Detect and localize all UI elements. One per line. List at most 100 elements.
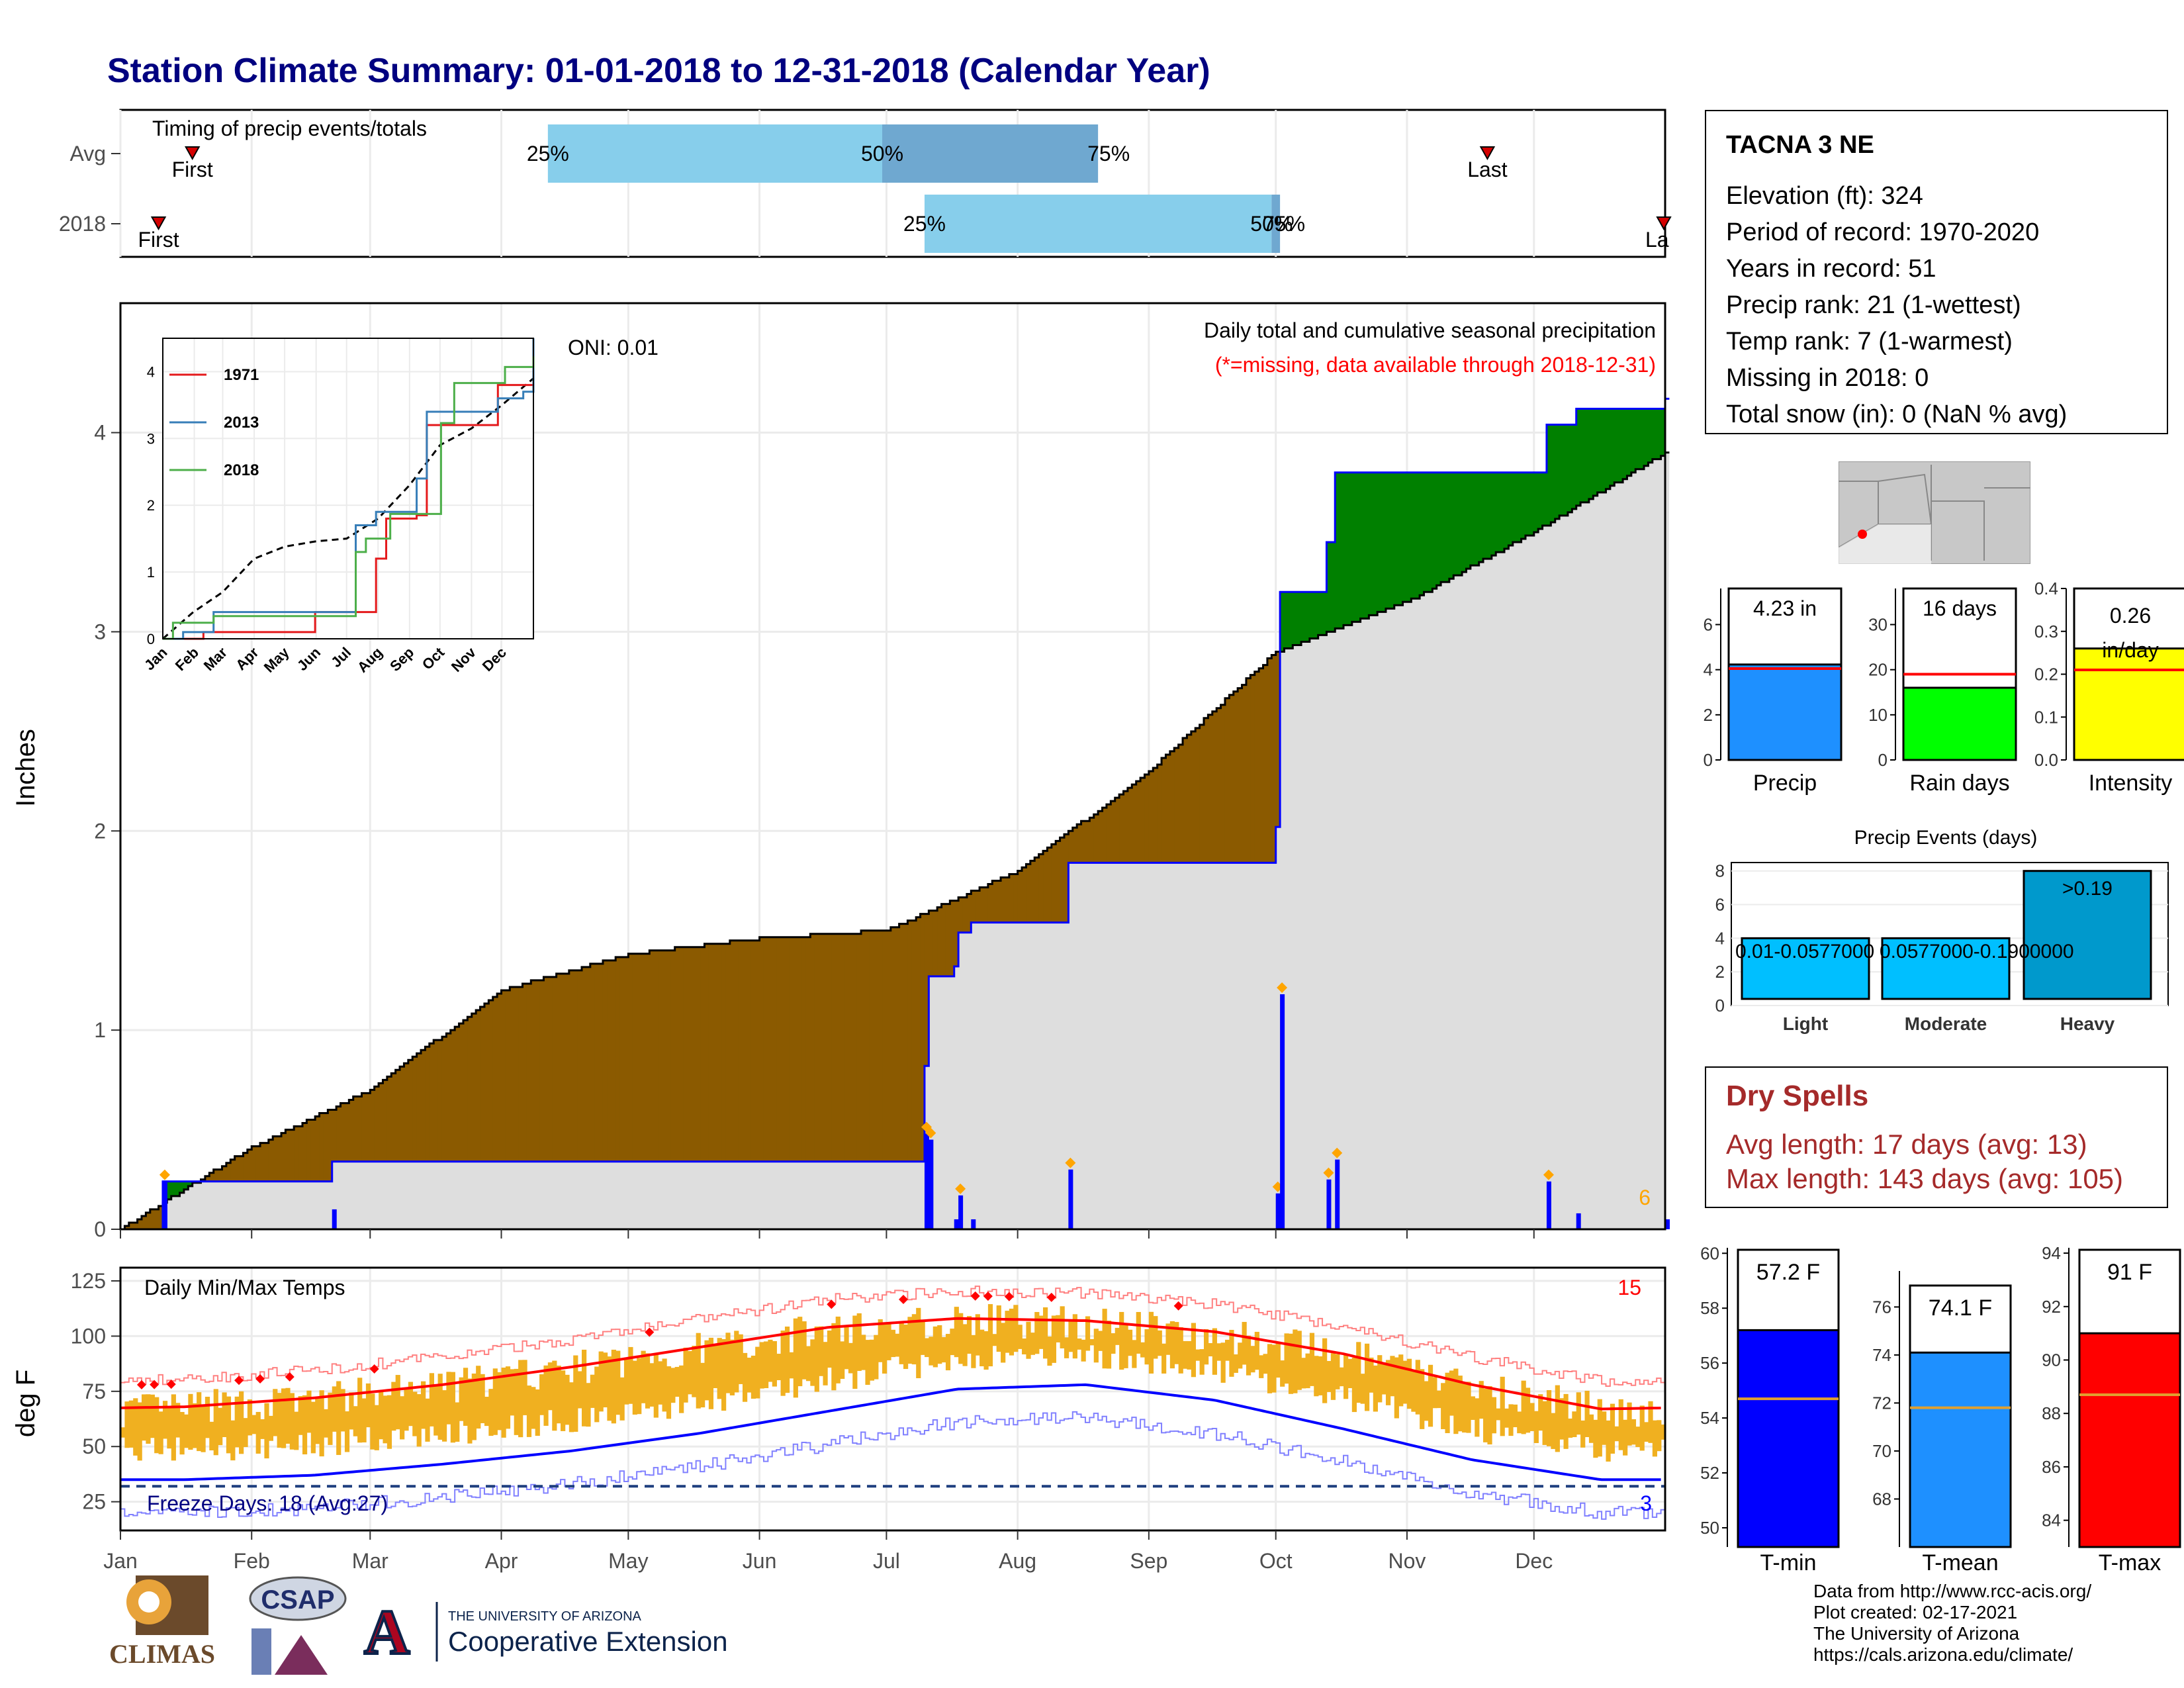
precip-surplus-area xyxy=(1610,408,1615,486)
precip-deficit-area xyxy=(645,953,650,1162)
credit-plot-date: Plot created: 02-17-2021 xyxy=(1813,1602,2018,1622)
daily-temp-bar xyxy=(1508,1404,1514,1436)
temp-bar-t-min xyxy=(1737,1329,1840,1548)
temp-summary-ytick-label: 70 xyxy=(1872,1441,1891,1461)
daily-temp-bar xyxy=(653,1353,659,1418)
precip-surplus-area xyxy=(1406,472,1412,602)
daily-precip-bar xyxy=(1068,1169,1073,1229)
precip-event-marker xyxy=(1332,1147,1343,1158)
precip-surplus-area xyxy=(1390,472,1395,609)
precip-deficit-area xyxy=(1195,727,1201,863)
precip-deficit-area xyxy=(801,937,807,1162)
daily-temp-bar xyxy=(273,1389,278,1436)
daily-temp-bar xyxy=(315,1397,320,1444)
precip-deficit-area xyxy=(205,1176,210,1182)
precip-surplus-area xyxy=(1402,472,1408,602)
daily-temp-bar xyxy=(805,1346,811,1382)
daily-temp-bar xyxy=(205,1397,210,1438)
precip-ytick-label: 1 xyxy=(94,1018,106,1042)
daily-temp-bar xyxy=(1364,1343,1370,1411)
daily-temp-bar xyxy=(251,1415,257,1434)
precip-deficit-area xyxy=(535,980,540,1162)
daily-temp-bar xyxy=(1432,1377,1437,1409)
daily-temp-bar xyxy=(197,1392,202,1452)
daily-temp-bar xyxy=(222,1392,227,1437)
precip-surplus-area xyxy=(167,1181,172,1199)
precip-deficit-area xyxy=(611,960,616,1162)
climas-logo-inner xyxy=(138,1591,159,1613)
avg-cumulative-line xyxy=(120,451,1670,1231)
daily-temp-bar xyxy=(340,1389,345,1432)
inset-ytick-label: 3 xyxy=(147,430,155,447)
daily-temp-bar xyxy=(975,1314,980,1356)
daily-temp-bar xyxy=(514,1368,519,1435)
daily-temp-bar xyxy=(848,1342,854,1374)
daily-temp-bar xyxy=(882,1323,887,1374)
precip-deficit-area xyxy=(729,940,735,1162)
precip-deficit-area xyxy=(429,1043,434,1162)
precip-deficit-area xyxy=(501,990,506,1162)
daily-temp-bar xyxy=(310,1401,316,1454)
precip-deficit-area xyxy=(679,947,684,1162)
daily-temp-bar xyxy=(404,1387,409,1431)
daily-temp-bar xyxy=(1056,1315,1061,1342)
daily-temp-bar xyxy=(1559,1398,1565,1440)
precip-deficit-area xyxy=(814,933,819,1162)
daily-temp-bar xyxy=(717,1338,722,1399)
precip-deficit-area xyxy=(492,996,498,1162)
daily-temp-bar xyxy=(1584,1390,1590,1438)
precip-deficit-area xyxy=(1009,874,1014,923)
precip-deficit-area xyxy=(353,1096,358,1162)
temp-summary-label: T-max xyxy=(2099,1550,2161,1575)
precip-deficit-area xyxy=(662,950,667,1162)
precip-surplus-area xyxy=(1512,472,1518,543)
precip-deficit-area xyxy=(713,943,718,1162)
precip-surplus-area xyxy=(171,1181,176,1196)
precip-deficit-area xyxy=(586,966,591,1162)
precip-deficit-area xyxy=(1250,675,1255,863)
temp-summary-ytick-label: 60 xyxy=(1700,1243,1719,1263)
precip-deficit-area xyxy=(357,1096,363,1162)
daily-temp-bar xyxy=(784,1327,790,1393)
daily-temp-bar xyxy=(835,1316,841,1383)
precip-deficit-area xyxy=(1005,877,1010,923)
precip-deficit-area xyxy=(784,937,790,1162)
record-high-marker xyxy=(166,1380,176,1389)
precip-deficit-area xyxy=(874,930,879,1162)
precip-deficit-area xyxy=(742,940,747,1162)
precip-surplus-area xyxy=(1567,424,1572,512)
daily-temp-bar xyxy=(1661,1424,1666,1440)
precip-deficit-area xyxy=(1233,691,1238,863)
ua-big-text: Cooperative Extension xyxy=(448,1626,728,1657)
daily-temp-bar xyxy=(844,1326,849,1370)
daily-temp-bar xyxy=(789,1352,794,1379)
events-ytick-label: 2 xyxy=(1715,962,1725,982)
precip-deficit-area xyxy=(510,986,515,1162)
precip-deficit-area xyxy=(819,933,824,1162)
precip-deficit-area xyxy=(890,927,895,1162)
precip-surplus-area xyxy=(1614,408,1619,483)
daily-temp-bar xyxy=(1445,1372,1450,1433)
precip-deficit-area xyxy=(861,930,866,1162)
temp-ytick-label: 125 xyxy=(71,1269,106,1293)
daily-temp-bar xyxy=(1631,1419,1637,1445)
daily-temp-bar xyxy=(1216,1343,1222,1361)
daily-temp-bar xyxy=(1381,1362,1387,1395)
daily-temp-bar xyxy=(797,1317,803,1387)
daily-temp-bar xyxy=(1220,1342,1226,1383)
daily-temp-bar xyxy=(1005,1311,1010,1353)
daily-temp-bar xyxy=(349,1392,354,1430)
precip-deficit-area xyxy=(805,937,811,1162)
daily-temp-bar xyxy=(861,1335,866,1370)
precip-deficit-area xyxy=(1140,778,1146,863)
precip-deficit-area xyxy=(361,1093,367,1162)
precip-deficit-area xyxy=(247,1149,252,1182)
precip-deficit-area xyxy=(1203,718,1208,863)
precip-surplus-area xyxy=(1500,472,1505,553)
precip-surplus-area xyxy=(1305,592,1310,642)
precip-surplus-area xyxy=(1398,472,1404,606)
daily-temp-bar xyxy=(1648,1401,1653,1443)
daily-temp-bar xyxy=(383,1395,388,1444)
events-moderate-label: 0.0577000-0.1900000 xyxy=(1880,941,2074,962)
y2018-50-label: 50% xyxy=(1250,212,1293,236)
